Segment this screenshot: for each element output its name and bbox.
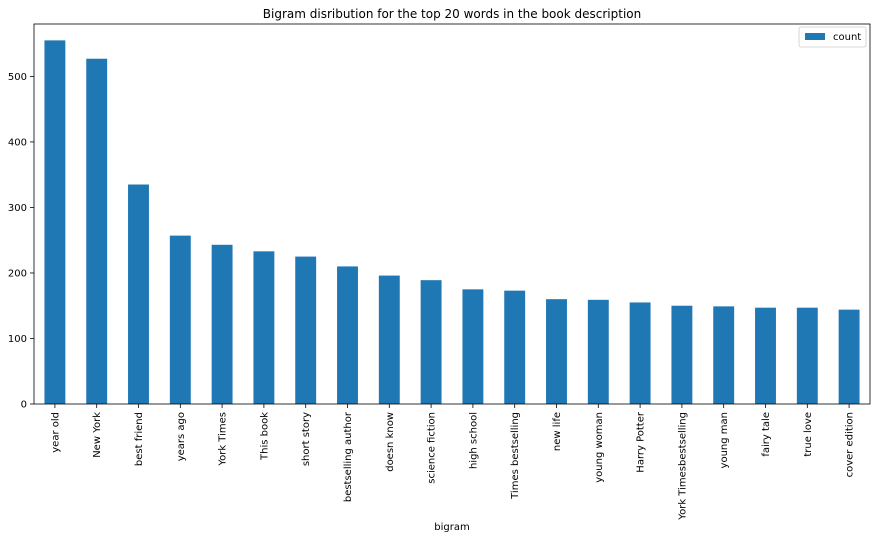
bar <box>128 184 149 404</box>
x-tick-label: year old <box>50 412 61 453</box>
x-axis: year old New York best friend years ago York… <box>50 404 856 521</box>
x-tick-label: young man <box>719 412 730 468</box>
x-tick-label: best friend <box>134 412 145 466</box>
x-tick-label: new life <box>552 412 563 451</box>
x-tick-label: high school <box>468 412 479 469</box>
x-tick-label: York Times <box>218 412 229 467</box>
y-tick-label: 400 <box>8 137 27 148</box>
bar <box>295 256 317 404</box>
x-tick-label: York Timesbestselling <box>677 412 688 521</box>
y-tick-label: 0 <box>21 400 27 411</box>
y-tick-label: 200 <box>8 268 27 279</box>
bar <box>169 235 191 404</box>
bar <box>755 307 776 404</box>
x-tick-label: short story <box>301 412 312 466</box>
bar <box>44 40 66 405</box>
x-tick-label: cover edition <box>845 412 856 477</box>
bar <box>253 251 275 404</box>
x-axis-label: bigram <box>434 522 469 533</box>
x-tick-label: This book <box>259 412 270 461</box>
bar <box>86 58 108 405</box>
bars-group <box>44 40 860 405</box>
bar <box>504 290 526 404</box>
bar <box>337 266 358 404</box>
y-axis: 0 100 200 300 400 500 <box>8 72 34 411</box>
x-tick-label: Times bestselling <box>510 412 521 500</box>
x-tick-label: New York <box>92 412 103 458</box>
x-tick-label: bestselling author <box>343 411 354 502</box>
bar <box>462 289 484 404</box>
bar <box>587 299 609 404</box>
plot-frame <box>33 23 871 405</box>
x-tick-label: true love <box>803 412 814 457</box>
bar <box>378 275 400 404</box>
bar <box>629 302 651 404</box>
bar <box>671 305 693 404</box>
y-tick-label: 500 <box>8 72 27 83</box>
bar <box>420 280 442 404</box>
x-tick-label: doesn know <box>385 412 396 472</box>
bar <box>211 244 233 404</box>
x-tick-label: science fiction <box>427 412 438 484</box>
legend-swatch <box>805 33 825 40</box>
y-tick-label: 300 <box>8 203 27 214</box>
legend-box <box>798 26 867 48</box>
chart-title: Bigram disribution for the top 20 words … <box>263 7 641 21</box>
x-tick-label: fairy tale <box>761 412 772 457</box>
bar <box>796 307 818 404</box>
x-tick-label: Harry Potter <box>636 411 647 473</box>
legend-label: count <box>833 32 861 43</box>
x-tick-label: young woman <box>594 412 605 483</box>
x-tick-label: years ago <box>176 412 187 461</box>
bar <box>838 309 860 404</box>
y-tick-label: 100 <box>8 334 27 345</box>
bar <box>713 306 735 404</box>
legend: count <box>798 26 867 48</box>
bar <box>546 299 567 404</box>
